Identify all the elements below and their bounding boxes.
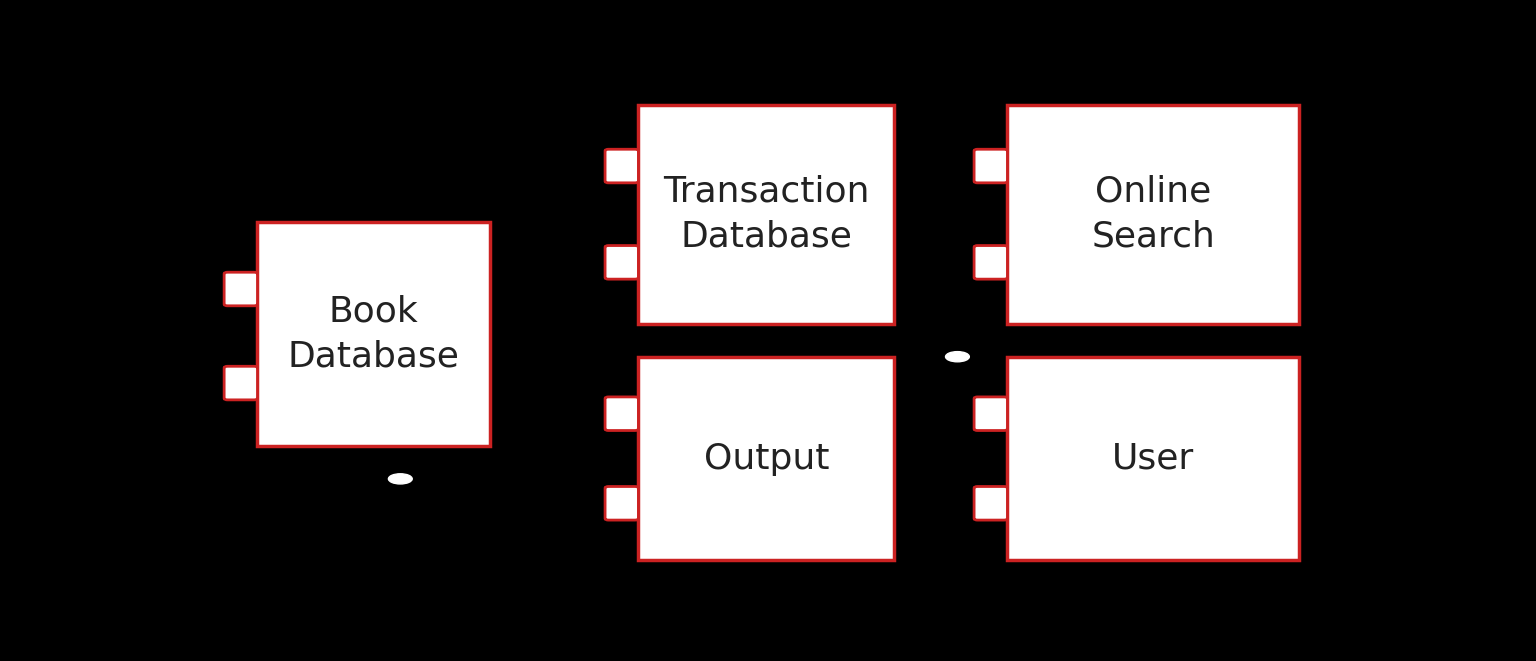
FancyBboxPatch shape (605, 486, 639, 520)
FancyBboxPatch shape (224, 272, 258, 306)
FancyBboxPatch shape (974, 149, 1008, 183)
FancyBboxPatch shape (974, 486, 1008, 520)
FancyBboxPatch shape (224, 366, 258, 400)
FancyBboxPatch shape (605, 245, 639, 279)
FancyBboxPatch shape (639, 104, 894, 324)
Text: User: User (1112, 442, 1195, 475)
Circle shape (946, 352, 969, 362)
FancyBboxPatch shape (1008, 104, 1299, 324)
FancyBboxPatch shape (605, 397, 639, 430)
FancyBboxPatch shape (605, 149, 639, 183)
FancyBboxPatch shape (258, 222, 490, 446)
FancyBboxPatch shape (974, 245, 1008, 279)
FancyBboxPatch shape (974, 397, 1008, 430)
Text: Online
Search: Online Search (1091, 175, 1215, 254)
Text: Output: Output (703, 442, 829, 475)
FancyBboxPatch shape (639, 357, 894, 561)
Text: Transaction
Database: Transaction Database (664, 175, 869, 254)
Circle shape (389, 474, 412, 484)
FancyBboxPatch shape (1008, 357, 1299, 561)
Text: Book
Database: Book Database (287, 294, 459, 373)
